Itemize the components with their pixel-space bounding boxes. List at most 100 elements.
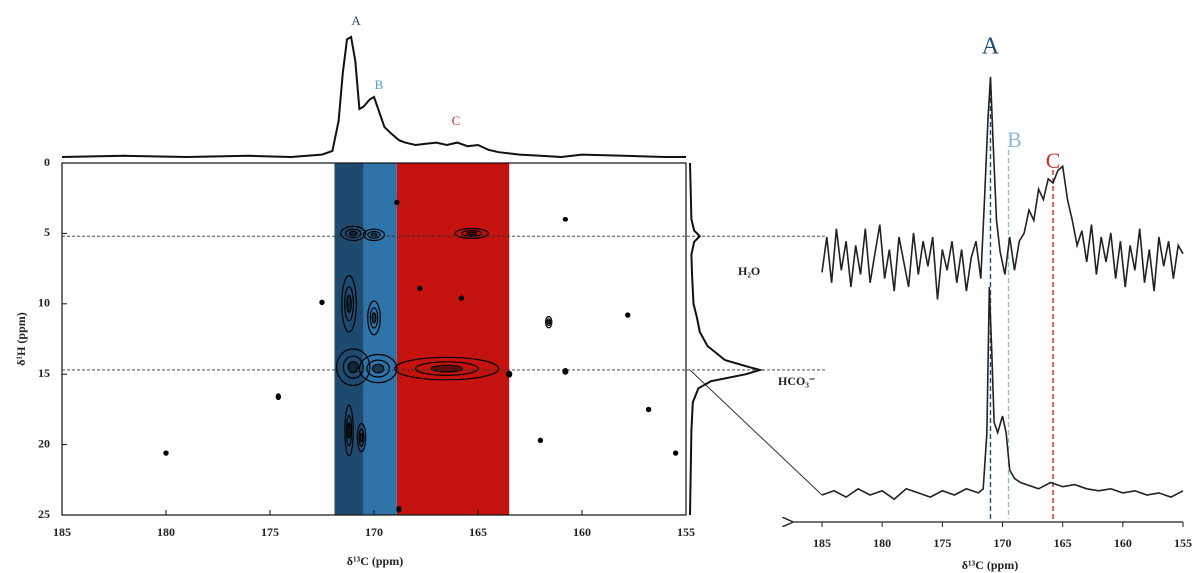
cross-peak bbox=[367, 300, 381, 336]
slice-label: H₂O bbox=[738, 264, 760, 278]
cross-peak bbox=[507, 371, 512, 377]
cross-peak bbox=[537, 437, 544, 444]
x-tick-label: 175 bbox=[933, 536, 951, 550]
cross-peak bbox=[417, 286, 422, 291]
x-tick-label: 185 bbox=[813, 536, 831, 550]
cross-peak bbox=[395, 201, 399, 204]
cross-peak bbox=[674, 451, 677, 455]
cross-peak bbox=[397, 507, 401, 511]
marker-label: C bbox=[1046, 148, 1061, 173]
y-tick-label: 0 bbox=[44, 155, 50, 169]
cross-peak bbox=[366, 359, 390, 378]
cross-peak bbox=[544, 315, 553, 329]
cross-peak bbox=[345, 228, 362, 239]
cross-peak bbox=[394, 356, 500, 381]
cross-peak bbox=[646, 407, 651, 412]
y-tick-label: 10 bbox=[38, 296, 50, 310]
cross-peak bbox=[367, 230, 381, 239]
marker-label: A bbox=[982, 34, 1000, 60]
peak-label: A bbox=[351, 13, 361, 28]
cross-peak bbox=[417, 285, 423, 292]
cross-peak bbox=[562, 217, 569, 222]
cross-peak bbox=[546, 318, 552, 327]
x-tick-label: 180 bbox=[157, 525, 175, 539]
cross-peak bbox=[348, 230, 358, 237]
cross-peak bbox=[371, 312, 377, 324]
cross-peak bbox=[459, 296, 464, 301]
cross-peak bbox=[564, 369, 567, 373]
slice-label: HCO₃⁻ bbox=[778, 374, 815, 388]
cross-peak bbox=[547, 319, 551, 325]
cross-peak bbox=[418, 287, 421, 290]
cross-peak bbox=[347, 422, 351, 439]
region bbox=[334, 163, 364, 515]
cross-peak bbox=[163, 450, 169, 456]
x-tick-label: 155 bbox=[1174, 536, 1192, 550]
cross-peak bbox=[394, 199, 400, 206]
cross-peak bbox=[454, 227, 489, 239]
region bbox=[396, 163, 510, 515]
cross-peak bbox=[342, 355, 364, 379]
cross-peak bbox=[346, 294, 352, 313]
x-tick-label: 165 bbox=[1054, 536, 1072, 550]
cross-peak bbox=[673, 451, 678, 455]
x-tick-label: 160 bbox=[573, 525, 591, 539]
cross-peak bbox=[506, 370, 513, 378]
y-axis-title: δ¹H (ppm) bbox=[14, 312, 28, 366]
cross-peak bbox=[164, 451, 168, 455]
cross-peak bbox=[396, 505, 402, 513]
cross-peak bbox=[344, 404, 354, 457]
x-tick-label: 170 bbox=[365, 525, 383, 539]
cross-peak bbox=[562, 367, 569, 375]
peak-label: C bbox=[452, 113, 461, 128]
top-projection bbox=[61, 35, 686, 159]
cross-peak bbox=[466, 231, 478, 236]
spectrum bbox=[821, 76, 1184, 300]
cross-peak bbox=[397, 507, 401, 512]
cross-peak bbox=[564, 218, 567, 221]
cross-peak bbox=[358, 353, 398, 384]
cross-peak bbox=[395, 200, 399, 205]
y-tick-label: 25 bbox=[38, 507, 50, 521]
x-tick-label: 170 bbox=[994, 536, 1012, 550]
cross-peak bbox=[320, 300, 324, 305]
cross-peak bbox=[538, 438, 543, 443]
cross-peak bbox=[539, 439, 542, 442]
cross-peak bbox=[345, 414, 353, 447]
y-tick-label: 20 bbox=[38, 436, 50, 450]
cross-peak bbox=[358, 428, 365, 447]
cross-peak bbox=[625, 312, 631, 318]
cross-peak bbox=[460, 296, 463, 300]
x-tick-label: 160 bbox=[1114, 536, 1132, 550]
cross-peak bbox=[507, 372, 511, 376]
cross-peak bbox=[275, 393, 282, 401]
cross-peak bbox=[672, 450, 679, 456]
cross-peak bbox=[458, 295, 465, 301]
cross-peak bbox=[461, 229, 483, 237]
peak-label: B bbox=[375, 77, 384, 92]
cross-peak bbox=[625, 313, 630, 317]
cross-peak bbox=[356, 422, 367, 453]
cross-peak bbox=[363, 228, 386, 242]
cross-peak bbox=[414, 361, 479, 376]
cross-peak bbox=[645, 406, 652, 413]
cross-peak bbox=[319, 299, 325, 306]
side-projection bbox=[689, 162, 764, 516]
cross-peak bbox=[335, 348, 371, 387]
x-axis-title: δ¹³C (ppm) bbox=[962, 558, 1018, 572]
cross-peak bbox=[276, 394, 281, 400]
cross-peak bbox=[341, 275, 357, 333]
region bbox=[363, 163, 397, 515]
x-tick-label: 175 bbox=[261, 525, 279, 539]
y-tick-label: 5 bbox=[44, 225, 50, 239]
x-tick-label: 180 bbox=[873, 536, 891, 550]
cross-peak bbox=[563, 369, 568, 374]
cross-peak bbox=[369, 307, 379, 329]
cross-peak bbox=[320, 301, 324, 304]
cross-peak bbox=[359, 432, 364, 443]
cross-peak bbox=[430, 364, 463, 373]
cross-peak bbox=[344, 286, 355, 322]
x-tick-label: 185 bbox=[53, 525, 71, 539]
x-axis-title: δ¹³C (ppm) bbox=[347, 554, 403, 568]
